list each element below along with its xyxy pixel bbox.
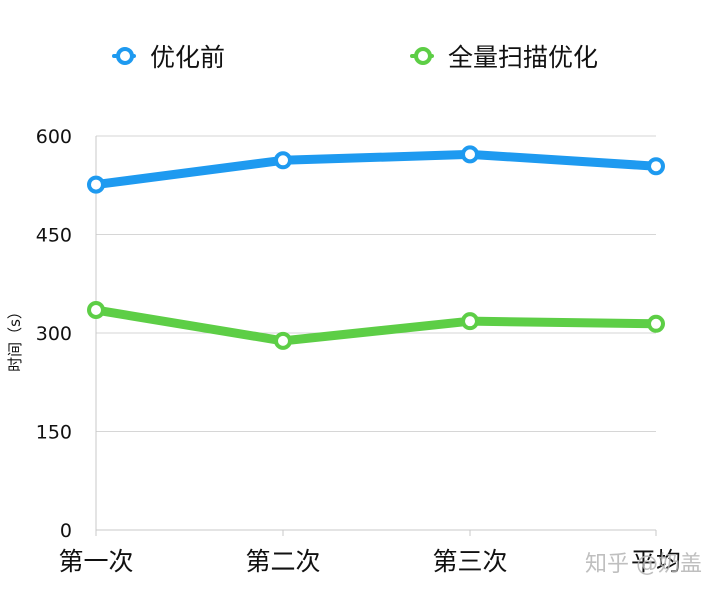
legend-label-0: 优化前 [150, 43, 226, 72]
data-point [461, 145, 479, 164]
series-line-1 [91, 305, 661, 346]
legend-item-0: 优化前 [112, 38, 225, 74]
legend-marker-1 [410, 47, 434, 65]
data-point [87, 301, 105, 320]
data-point [274, 331, 292, 350]
legend-label-1: 全量扫描优化 [448, 43, 599, 72]
x-tick-label: 第二次 [245, 547, 320, 576]
legend-item-1: 全量扫描优化 [410, 38, 598, 74]
x-tick-label: 第一次 [58, 547, 133, 576]
y-tick-label: 600 [36, 126, 72, 148]
data-point [274, 151, 292, 170]
series-line-0 [91, 149, 661, 190]
y-tick-label: 300 [36, 323, 72, 345]
x-tick-label: 第三次 [432, 547, 507, 576]
data-point [461, 312, 479, 331]
data-point [647, 157, 665, 176]
y-axis-title: 时间（s） [6, 304, 24, 372]
y-tick-label: 450 [36, 225, 72, 247]
y-tick-label: 150 [36, 422, 72, 444]
data-point [87, 175, 105, 194]
y-tick-label: 0 [60, 520, 72, 542]
watermark: 知乎 @奶盖 [585, 552, 702, 577]
data-point [647, 314, 665, 333]
x-tick-label: 平均 [631, 547, 681, 576]
legend-marker-0 [112, 47, 136, 65]
